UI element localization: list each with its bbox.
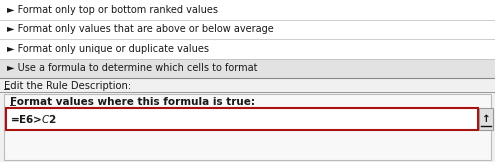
Text: ↑: ↑ — [482, 114, 491, 124]
Text: ► Use a formula to determine which cells to format: ► Use a formula to determine which cells… — [7, 63, 257, 73]
Bar — [0, 78, 495, 162]
Bar — [4, 94, 491, 160]
Bar — [6, 108, 478, 130]
Text: Edit the Rule Description:: Edit the Rule Description: — [4, 81, 131, 91]
Bar — [0, 0, 495, 78]
Text: Format values where this formula is true:: Format values where this formula is true… — [10, 97, 255, 107]
Text: ► Format only top or bottom ranked values: ► Format only top or bottom ranked value… — [7, 5, 218, 15]
Text: ► Format only unique or duplicate values: ► Format only unique or duplicate values — [7, 44, 209, 54]
Bar — [479, 108, 493, 130]
Text: =E6>$C$2: =E6>$C$2 — [10, 113, 57, 125]
Bar — [0, 58, 495, 78]
Text: ► Format only values that are above or below average: ► Format only values that are above or b… — [7, 24, 274, 34]
